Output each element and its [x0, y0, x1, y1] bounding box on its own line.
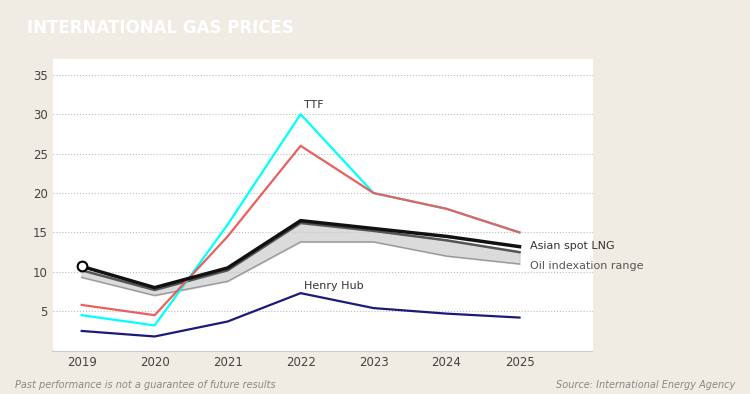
Text: TTF: TTF	[304, 100, 324, 110]
Text: Asian spot LNG: Asian spot LNG	[530, 241, 615, 251]
Text: INTERNATIONAL GAS PRICES: INTERNATIONAL GAS PRICES	[27, 19, 293, 37]
Text: Source: International Energy Agency: Source: International Energy Agency	[556, 380, 735, 390]
Text: Past performance is not a guarantee of future results: Past performance is not a guarantee of f…	[15, 380, 276, 390]
Text: Henry Hub: Henry Hub	[304, 281, 364, 291]
Text: Oil indexation range: Oil indexation range	[530, 261, 644, 271]
